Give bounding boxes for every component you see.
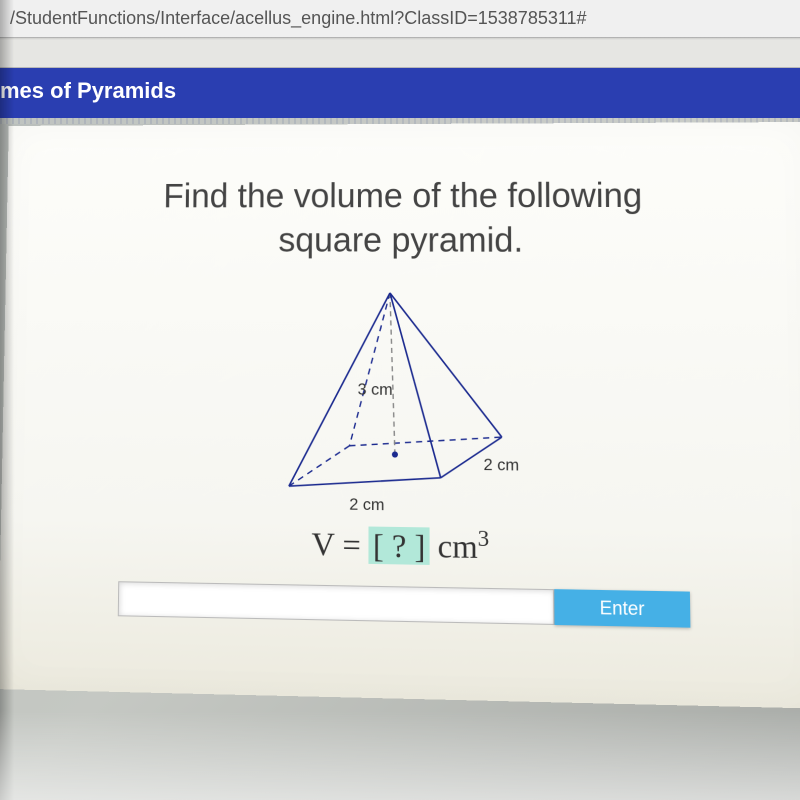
window-spacer: [0, 38, 800, 68]
base-right-label: 2 cm: [484, 457, 520, 475]
lateral-front-right-edge: [390, 293, 441, 478]
question-prompt: Find the volume of the following square …: [45, 173, 768, 264]
unit-base: cm: [429, 527, 477, 565]
prompt-line-2: square pyramid.: [278, 221, 523, 260]
base-back-left-edge: [289, 445, 350, 487]
prompt-line-1: Find the volume of the following: [163, 176, 642, 215]
lesson-header: mes of Pyramids: [0, 68, 800, 118]
lesson-content-panel: Find the volume of the following square …: [0, 122, 800, 709]
base-front-edge: [289, 476, 441, 488]
lateral-back-left-edge: [349, 293, 389, 446]
pyramid-diagram: 3 cm 2 cm 2 cm: [40, 282, 773, 524]
url-text: /StudentFunctions/Interface/acellus_engi…: [10, 8, 587, 28]
answer-input-row: Enter: [39, 580, 775, 630]
enter-button[interactable]: Enter: [554, 589, 690, 628]
lesson-title: mes of Pyramids: [0, 78, 176, 103]
height-label: 3 cm: [358, 382, 393, 400]
pyramid-svg: 3 cm 2 cm 2 cm: [249, 283, 554, 522]
formula-prefix: V =: [311, 526, 368, 564]
answer-placeholder: [ ? ]: [369, 527, 430, 565]
base-center-dot: [392, 452, 398, 458]
browser-url-bar: /StudentFunctions/Interface/acellus_engi…: [0, 0, 800, 38]
pyramid-height: [390, 293, 395, 455]
base-front-label: 2 cm: [349, 496, 384, 514]
answer-input[interactable]: [118, 581, 555, 625]
lateral-back-right-edge: [390, 293, 502, 437]
unit-exponent: 3: [478, 525, 490, 551]
base-back-edge: [349, 436, 501, 448]
formula-row: V = [ ? ] cm3: [40, 519, 774, 572]
screen-bottom-glow: [0, 710, 800, 800]
